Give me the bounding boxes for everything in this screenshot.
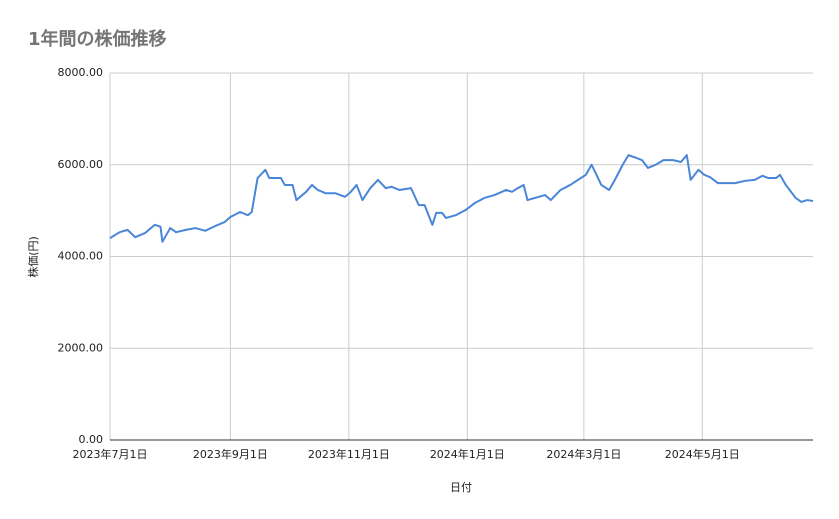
x-tick-label: 2023年9月1日 bbox=[193, 447, 268, 461]
y-tick-label: 2000.00 bbox=[58, 341, 104, 354]
x-tick-label: 2024年5月1日 bbox=[665, 447, 740, 461]
y-tick-label: 0.00 bbox=[79, 433, 104, 446]
y-tick-label: 8000.00 bbox=[58, 66, 104, 79]
x-tick-label: 2023年11月1日 bbox=[308, 447, 390, 461]
y-tick-label: 4000.00 bbox=[58, 250, 104, 263]
y-axis-label: 株価(円) bbox=[26, 236, 40, 278]
y-tick-label: 6000.00 bbox=[58, 158, 104, 171]
chart-title: 1年間の株価推移 bbox=[28, 28, 167, 50]
x-tick-label: 2024年1月1日 bbox=[430, 447, 505, 461]
x-tick-label: 2023年7月1日 bbox=[73, 447, 148, 461]
line-series bbox=[109, 154, 814, 243]
x-axis-label: 日付 bbox=[450, 481, 472, 494]
x-tick-label: 2024年3月1日 bbox=[546, 447, 621, 461]
